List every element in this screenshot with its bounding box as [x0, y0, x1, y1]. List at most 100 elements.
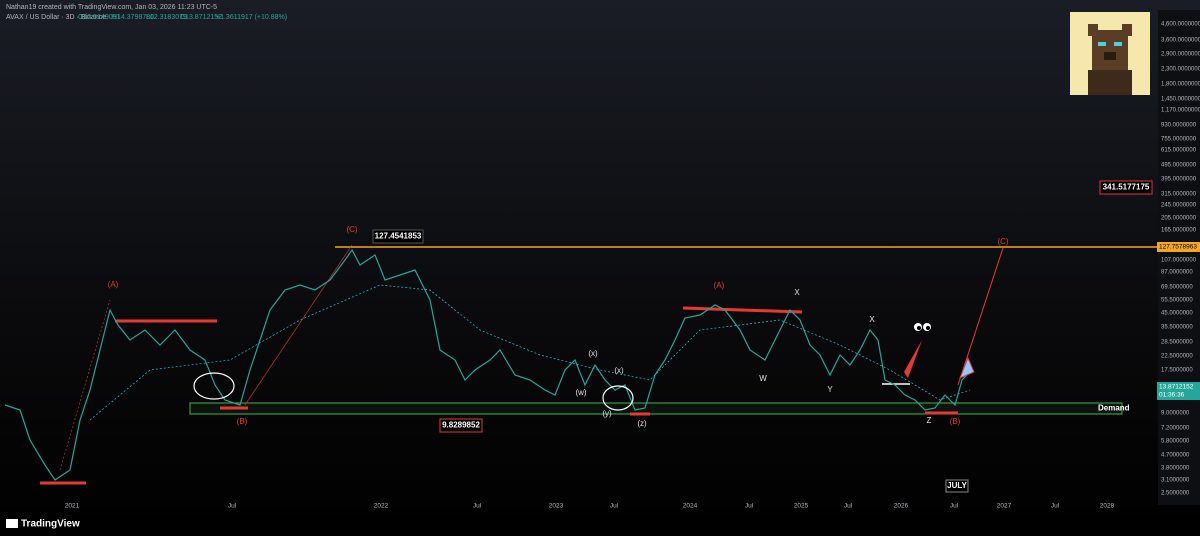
x-axis-label: 2021: [65, 503, 80, 510]
ohlc-low: L12.3183079: [146, 14, 187, 21]
wave-label: Y: [827, 385, 833, 394]
footer: [0, 514, 1200, 536]
price-box: 9.8289852: [439, 418, 483, 433]
wave-label: (x): [588, 349, 598, 358]
wave-label: (B): [950, 417, 961, 426]
y-axis-label: 28.5000000: [1161, 340, 1193, 346]
y-axis-label: 5.8000000: [1161, 439, 1190, 445]
x-axis-label: Jul: [473, 503, 482, 510]
y-axis-label: 69.5000000: [1161, 285, 1193, 291]
x-axis-label: 2023: [549, 503, 564, 510]
x-axis-label: 2026: [894, 503, 909, 510]
y-axis-label: 55.5000000: [1161, 298, 1193, 304]
price-box: 127.4541853: [372, 229, 424, 244]
y-axis-label: 2,300.0000000: [1161, 67, 1200, 73]
y-axis-label: 2.5000000: [1161, 491, 1190, 497]
y-axis-label: 87.0000000: [1161, 270, 1193, 276]
y-axis-label: 17.5000000: [1161, 368, 1193, 374]
wave-label: (z): [637, 419, 647, 428]
wave-label: (A): [108, 280, 119, 289]
date-box: JULY: [945, 479, 969, 493]
ohlc-close: C13.8712152: [180, 14, 222, 21]
x-axis-label: 2022: [374, 503, 389, 510]
y-axis-label: 395.0000000: [1161, 177, 1197, 183]
level-badge-text: 127.7578963: [1159, 244, 1197, 251]
highlight-circle: [602, 385, 634, 411]
author-line: Nathan19 created with TradingView.com, J…: [6, 4, 217, 11]
y-axis-label: 930.0000000: [1161, 123, 1197, 129]
price-box-text: 9.8289852: [442, 421, 480, 430]
x-axis-label: Jul: [844, 503, 853, 510]
y-axis-label: 3.1000000: [1161, 478, 1190, 484]
y-axis-label: 205.0000000: [1161, 216, 1197, 222]
y-axis-label: 35.5000000: [1161, 325, 1193, 331]
x-axis-label: Jul: [610, 503, 619, 510]
wave-label: (x): [614, 366, 624, 375]
logo: [6, 519, 18, 528]
y-axis-label: 4.7000000: [1161, 453, 1190, 459]
eyes-icon: [914, 323, 931, 331]
y-axis-label: 7.2000000: [1161, 426, 1190, 432]
level-badge: [1157, 242, 1200, 252]
red-levels: [40, 306, 958, 485]
wave-label: (C): [997, 237, 1008, 246]
price-box-text: 127.4541853: [375, 232, 422, 241]
ohlc-open: O12.5149051: [78, 14, 121, 21]
y-axis-label: 45.0000000: [1161, 311, 1193, 317]
wave-label: (C): [346, 225, 357, 234]
date-box-text: JULY: [947, 481, 967, 490]
projection: [957, 247, 1004, 386]
wave-label: X: [869, 315, 875, 324]
price-badge-text: 13.8712152: [1159, 384, 1194, 391]
x-axis-label: 2027: [997, 503, 1012, 510]
x-axis-label: Jul: [950, 503, 959, 510]
wave-label: (w): [575, 388, 586, 397]
y-axis-label: 3,600.0000000: [1161, 38, 1200, 44]
y-axis-label: 9.0000000: [1161, 411, 1190, 417]
y-axis-label: 755.0000000: [1161, 137, 1197, 143]
x-axis-label: 2024: [683, 503, 698, 510]
avatar: [1070, 12, 1150, 95]
y-axis-label: 165.0000000: [1161, 228, 1197, 234]
wave-label: X: [794, 288, 800, 297]
y-axis-label: 3.8000000: [1161, 466, 1190, 472]
brand[interactable]: TradingView: [21, 519, 80, 530]
highlight-circle: [193, 372, 235, 400]
moving-average: [89, 284, 971, 421]
price-box: 341.5177175: [1099, 180, 1153, 195]
price-axis: [1158, 10, 1200, 505]
demand-zone: [189, 402, 1123, 415]
x-axis-label: 2025: [794, 503, 809, 510]
x-axis-label: Jul: [1051, 503, 1060, 510]
y-axis-label: 1,170.0000000: [1161, 108, 1200, 114]
wave-label: W: [759, 374, 767, 383]
x-axis-label: Jul: [745, 503, 754, 510]
wave-label: Z: [927, 416, 932, 425]
wave-line: [244, 244, 353, 406]
y-axis-label: 22.5000000: [1161, 354, 1193, 360]
ohlc-high: H14.3798780: [112, 14, 154, 21]
y-axis-label: 1,800.0000000: [1161, 82, 1200, 88]
wave-label: (B): [237, 417, 248, 426]
y-axis-label: 495.0000000: [1161, 163, 1197, 169]
y-axis-label: 245.0000000: [1161, 203, 1197, 209]
wave-label: (y): [602, 409, 612, 418]
y-axis-label: 1,450.0000000: [1161, 97, 1200, 103]
y-axis-label: 4,600.0000000: [1161, 22, 1200, 28]
x-axis-label: Jul: [228, 503, 237, 510]
price-line: [4, 248, 971, 481]
x-axis-label: 2028: [1100, 503, 1115, 510]
price-badge: [1157, 382, 1200, 400]
arrow: [904, 340, 922, 378]
wave-label: (A): [714, 281, 725, 290]
wave-line: [59, 299, 111, 471]
price-box-text: 341.5177175: [1103, 183, 1150, 192]
y-axis-label: 107.0000000: [1161, 258, 1197, 264]
rocket-icon: [959, 356, 975, 379]
countdown: 01:36:36: [1159, 392, 1185, 399]
symbol: AVAX / US Dollar · 3D · Binance: [6, 14, 106, 21]
y-axis-label: 315.0000000: [1161, 192, 1197, 198]
demand-label: Demand: [1098, 404, 1130, 413]
